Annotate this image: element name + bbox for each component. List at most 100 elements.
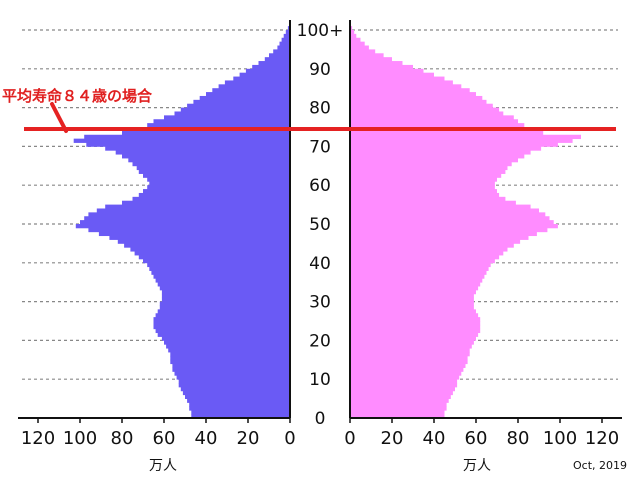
male-bar-age-83	[206, 92, 290, 97]
female-bar-age-8	[350, 383, 458, 388]
male-bar-age-47	[98, 231, 291, 237]
female-bar-age-84	[350, 88, 470, 93]
male-bar-age-76	[153, 119, 290, 124]
female-bar-age-31	[350, 293, 474, 299]
female-bar-age-63	[350, 169, 506, 174]
male-bar-age-27	[157, 309, 290, 314]
female-bar-age-13	[350, 363, 466, 368]
male-bar-age-41	[138, 255, 290, 260]
male-bar-age-37	[151, 270, 290, 275]
female-xtick-label-80: 80	[507, 428, 530, 449]
male-xtick-label-20: 20	[237, 428, 260, 449]
male-bar-age-50	[80, 220, 290, 225]
female-bar-age-15	[350, 355, 468, 361]
female-bar-age-44	[350, 243, 514, 248]
female-bar-age-93	[350, 53, 384, 58]
female-bar-age-69	[350, 146, 542, 151]
male-bar-age-30	[161, 297, 290, 302]
age-label-80: 80	[309, 99, 331, 119]
female-bar-age-55	[350, 200, 516, 205]
age-label-20: 20	[309, 331, 331, 351]
male-bar-age-43	[130, 247, 290, 252]
male-bar-age-81	[193, 99, 290, 105]
female-bar-age-1	[350, 410, 445, 415]
female-bar-age-4	[350, 398, 449, 403]
female-bar-age-51	[350, 216, 550, 221]
age-label-70: 70	[309, 137, 331, 157]
female-bar-age-23	[350, 324, 481, 330]
male-bar-age-33	[159, 286, 290, 291]
male-bar-age-16	[170, 352, 290, 357]
female-bar-age-100	[350, 26, 353, 31]
female-bar-age-67	[350, 154, 525, 159]
male-bar-age-52	[88, 212, 291, 217]
age-label-10: 10	[309, 370, 331, 390]
female-bar-age-65	[350, 161, 512, 167]
male-bar-age-24	[153, 321, 290, 326]
male-bar-age-49	[75, 224, 290, 229]
male-bar-age-19	[164, 340, 290, 345]
male-bar-age-72	[84, 134, 290, 140]
female-bar-age-82	[350, 95, 483, 101]
female-bar-age-76	[350, 119, 518, 124]
male-bar-age-57	[138, 192, 290, 198]
male-xtick-label-120: 120	[21, 428, 55, 449]
female-bar-age-0	[350, 414, 445, 419]
male-bar-age-42	[134, 251, 290, 256]
male-bar-age-25	[153, 317, 290, 322]
male-bar-age-66	[128, 158, 290, 163]
female-bar-age-80	[350, 103, 493, 108]
age-label-100-plus: 100+	[297, 21, 344, 41]
female-bar-age-9	[350, 379, 458, 384]
male-bar-age-46	[109, 235, 291, 240]
male-bar-age-7	[180, 386, 290, 392]
male-bar-age-48	[88, 227, 291, 233]
male-bar-age-91	[258, 61, 290, 66]
male-bar-age-26	[155, 313, 290, 318]
female-bar-age-87	[350, 76, 445, 81]
male-unit-label: 万人	[149, 458, 177, 474]
male-bar-age-17	[168, 348, 290, 353]
female-bar-age-78	[350, 111, 504, 116]
female-bar-age-12	[350, 367, 464, 372]
female-bar-age-24	[350, 321, 481, 326]
female-bar-age-71	[350, 138, 573, 143]
male-bar-age-0	[191, 414, 290, 419]
female-bar-age-79	[350, 107, 500, 112]
male-bar-age-89	[245, 68, 290, 74]
male-bar-age-88	[239, 72, 290, 77]
age-label-30: 30	[309, 293, 331, 313]
life-expectancy-annotation: 平均寿命８４歳の場合	[2, 87, 153, 105]
male-bar-age-29	[159, 301, 290, 306]
male-bar-age-22	[155, 328, 290, 334]
male-bar-age-40	[143, 258, 290, 264]
female-bar-age-99	[350, 30, 355, 35]
female-xtick-label-100: 100	[543, 428, 577, 449]
male-bar-age-14	[170, 359, 290, 365]
female-bar-age-91	[350, 61, 403, 66]
female-bar-age-14	[350, 359, 468, 365]
female-bar-age-48	[350, 227, 548, 233]
male-xtick-label-60: 60	[153, 428, 176, 449]
male-bar-age-84	[212, 88, 290, 93]
male-bars	[73, 26, 291, 419]
female-bar-age-37	[350, 270, 487, 275]
male-bar-age-62	[143, 173, 290, 178]
female-bar-age-38	[350, 266, 489, 271]
female-bar-age-81	[350, 99, 487, 105]
female-bar-age-16	[350, 352, 470, 357]
male-bar-age-20	[161, 336, 290, 341]
male-bar-age-38	[149, 266, 290, 271]
female-bar-age-5	[350, 394, 451, 399]
male-bar-age-8	[178, 383, 290, 388]
female-bar-age-41	[350, 255, 500, 260]
male-bar-age-2	[189, 406, 290, 411]
male-bar-age-69	[105, 146, 290, 151]
female-bar-age-53	[350, 208, 539, 213]
male-bar-age-28	[159, 305, 290, 310]
female-bar-age-3	[350, 402, 447, 407]
female-bar-age-52	[350, 212, 546, 217]
female-bar-age-60	[350, 181, 495, 186]
female-bar-age-59	[350, 185, 495, 190]
male-bar-age-21	[157, 332, 290, 337]
